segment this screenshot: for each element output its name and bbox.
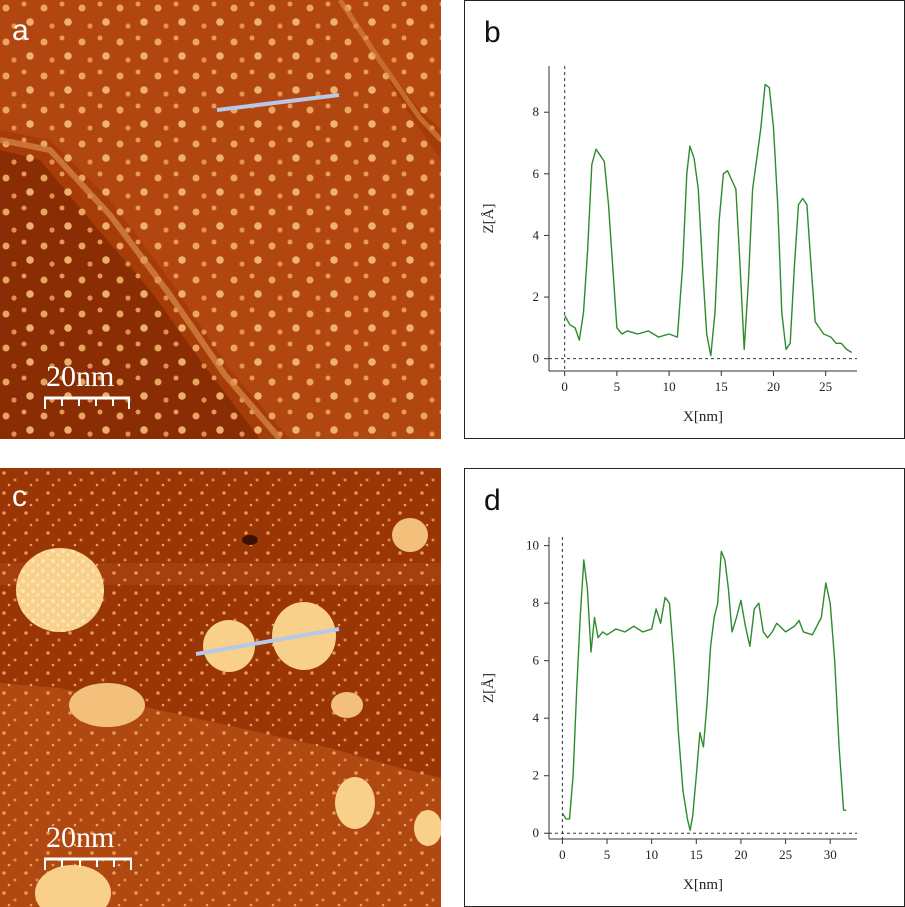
x-tick-label: 10 xyxy=(663,379,676,394)
x-tick-label: 30 xyxy=(824,847,837,862)
x-axis-label: X[nm] xyxy=(683,877,723,893)
y-tick-label: 4 xyxy=(533,227,540,242)
panel-letter-a: a xyxy=(12,14,29,47)
y-axis-label: Z[Å] xyxy=(481,673,497,703)
y-tick-label: 0 xyxy=(533,825,540,840)
x-tick-label: 0 xyxy=(559,847,566,862)
x-tick-label: 20 xyxy=(734,847,747,862)
x-tick-label: 25 xyxy=(779,847,792,862)
x-tick-label: 25 xyxy=(819,379,832,394)
profile-plot-d-svg: 0 5 10 15 20 25 30 0 2 4 6 8 10 X[nm] Z[Å] xyxy=(481,537,857,893)
profile-plot-b: 0 5 10 15 20 25 0 2 4 6 8 X[nm] Z[Å] xyxy=(464,0,905,439)
y-axis-label: Z[Å] xyxy=(481,204,497,234)
x-tick-label: 10 xyxy=(645,847,658,862)
scale-bar-label-a: 20nm xyxy=(46,360,115,393)
y-tick-label: 8 xyxy=(533,104,540,119)
y-tick-label: 2 xyxy=(533,289,540,304)
stm-image-c-graphic xyxy=(0,468,441,907)
x-tick-label: 0 xyxy=(561,379,568,394)
y-tick-label: 10 xyxy=(526,538,539,553)
x-tick-label: 5 xyxy=(604,847,611,862)
profile-plot-b-svg: 0 5 10 15 20 25 0 2 4 6 8 X[nm] Z[Å] xyxy=(481,66,857,425)
height-profile-line xyxy=(564,83,853,357)
y-tick-label: 8 xyxy=(533,595,540,610)
gold-islands xyxy=(16,518,441,907)
x-tick-label: 15 xyxy=(690,847,703,862)
panel-letter-d: d xyxy=(484,484,501,517)
y-tick-label: 0 xyxy=(533,351,540,366)
panel-letter-b: b xyxy=(484,16,501,49)
x-tick-label: 20 xyxy=(767,379,780,394)
profile-plot-d: 0 5 10 15 20 25 30 0 2 4 6 8 10 X[nm] Z[Å] xyxy=(464,468,905,907)
panel-letter-c: c xyxy=(12,480,27,513)
stm-image-c xyxy=(0,468,441,907)
stm-image-a xyxy=(0,0,441,439)
y-tick-label: 6 xyxy=(533,653,540,668)
y-tick-label: 6 xyxy=(533,166,540,181)
height-profile-line xyxy=(561,550,847,832)
scale-bar-label-c: 20nm xyxy=(46,821,115,854)
x-tick-label: 15 xyxy=(715,379,728,394)
x-tick-label: 5 xyxy=(614,379,621,394)
x-axis-label: X[nm] xyxy=(683,409,723,425)
y-tick-label: 4 xyxy=(533,710,540,725)
stm-image-a-graphic xyxy=(0,0,441,439)
y-tick-label: 2 xyxy=(533,768,540,783)
